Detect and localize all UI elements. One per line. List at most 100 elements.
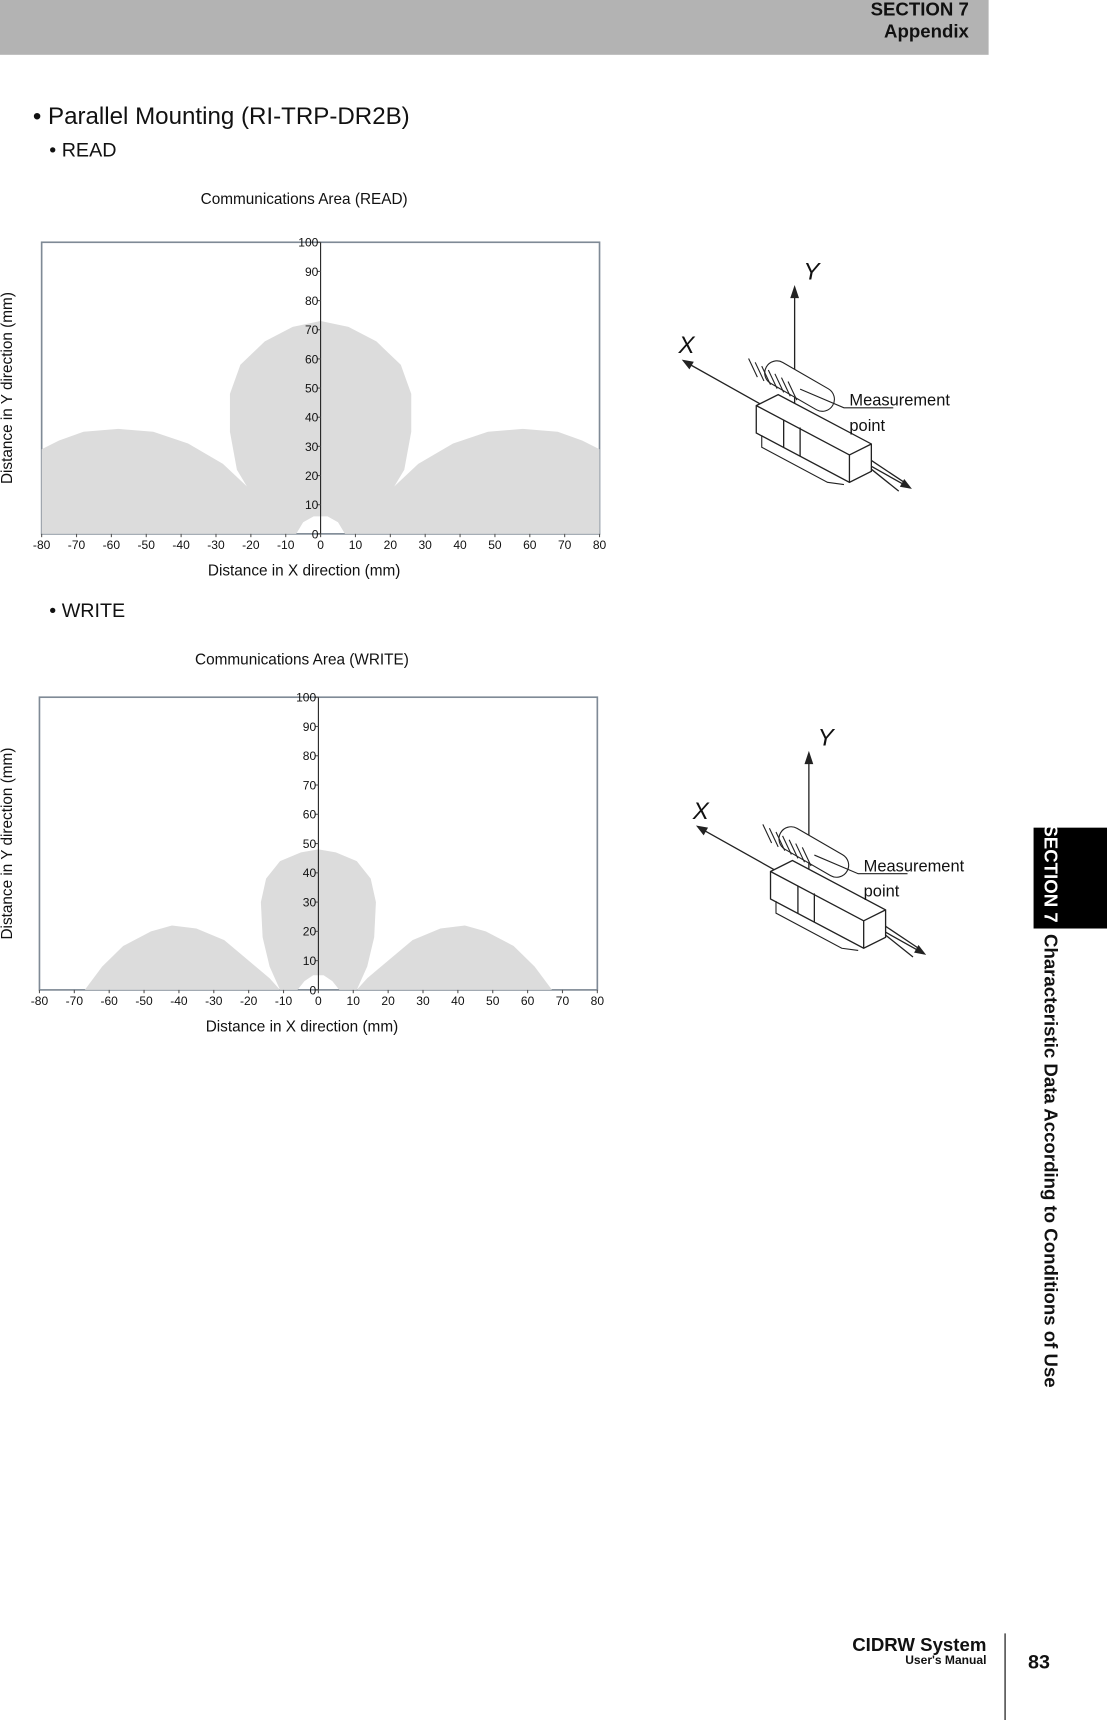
y-tick-label: 100 (298, 236, 318, 250)
y-tick-label: 20 (305, 469, 319, 483)
diagram-line (748, 358, 758, 378)
x-tick-label: 60 (521, 994, 535, 1008)
callout-leader (799, 388, 894, 409)
diagram-line (870, 459, 905, 483)
area-lobe (358, 428, 600, 534)
subheading: • READ (49, 140, 116, 162)
x-tick-label: -10 (275, 994, 293, 1008)
x-tick-label: -70 (68, 538, 86, 552)
callout-text: point (864, 883, 900, 901)
header-title: Appendix (884, 20, 969, 41)
x-tick-label: 30 (418, 538, 432, 552)
x-tick-label: -20 (242, 538, 260, 552)
x-tick-label: -80 (31, 994, 49, 1008)
heading: • Parallel Mounting (RI-TRP-DR2B) (33, 103, 410, 130)
y-tick-label: 20 (303, 925, 317, 939)
diagram-line (755, 405, 850, 456)
y-tick-label: 90 (305, 265, 319, 279)
footer-product: CIDRW System (852, 1634, 986, 1655)
footer-manual: User's Manual (905, 1653, 986, 1667)
diagram-line (787, 381, 798, 401)
header-bar (0, 0, 989, 55)
callout-text: Measurement (849, 392, 950, 410)
axis-letter: X (692, 798, 710, 825)
area-lobe (356, 925, 553, 990)
x-tick-label: 0 (315, 994, 322, 1008)
x-tick-label: 40 (451, 994, 465, 1008)
y-tick-label: 40 (305, 411, 319, 425)
y-tick-label: 80 (303, 749, 317, 763)
y-axis-label: Distance in Y direction (mm) (0, 292, 16, 484)
y-tick-label: 70 (303, 778, 317, 792)
x-tick-label: -70 (66, 994, 84, 1008)
rod (764, 360, 835, 412)
x-tick-label: -50 (135, 994, 153, 1008)
chart-title: Communications Area (WRITE) (195, 651, 409, 668)
y-tick-label: 90 (303, 720, 317, 734)
x-tick-label: 20 (381, 994, 395, 1008)
diagram-line (768, 827, 779, 848)
x-tick-label: -40 (172, 538, 190, 552)
x-tick-label: -20 (240, 994, 258, 1008)
y-tick-label: 40 (303, 866, 317, 880)
arrow-head (681, 359, 694, 370)
x-tick-label: 10 (347, 994, 361, 1008)
bracket (775, 901, 859, 951)
arrow-head (695, 825, 709, 836)
sensor-diagram: Y X Measurement point (692, 724, 965, 958)
diagram-line (767, 369, 778, 389)
arrow-head (804, 750, 814, 765)
sidebar-tab-text: SECTION 7 (1041, 824, 1062, 922)
x-tick-label: -40 (170, 994, 188, 1008)
diagram-line (885, 925, 919, 949)
diagram-line (780, 377, 791, 397)
y-tick-label: 10 (303, 954, 317, 968)
arrow-head (790, 285, 800, 299)
x-tick-label: -30 (207, 538, 225, 552)
y-tick-label: 60 (303, 808, 317, 822)
x-tick-label: 70 (556, 994, 570, 1008)
diagram-line (775, 831, 786, 851)
diagram-line (774, 373, 785, 393)
axis-letter: Y (803, 259, 821, 286)
x-axis-label: Distance in X direction (mm) (206, 1019, 398, 1036)
diagram-line (870, 468, 900, 492)
diagram-line (762, 824, 773, 844)
sidebar-tab (1033, 827, 1107, 929)
x-tick-label: 10 (349, 538, 363, 552)
y-tick-label: 0 (312, 527, 319, 541)
x-tick-label: -60 (100, 994, 118, 1008)
housing (755, 393, 873, 484)
diagram-line (885, 934, 914, 958)
page-number: 83 (1028, 1651, 1050, 1673)
y-tick-label: 30 (303, 895, 317, 909)
area-lobe (84, 925, 281, 990)
diagram-line (761, 365, 772, 386)
header-section: SECTION 7 (871, 0, 969, 19)
x-axis-label: Distance in X direction (mm) (208, 563, 400, 580)
callout-leader (814, 854, 908, 875)
x-tick-label: 50 (488, 538, 502, 552)
y-tick-label: 0 (310, 983, 317, 997)
x-tick-label: 30 (416, 994, 430, 1008)
x-tick-label: 50 (486, 994, 500, 1008)
y-tick-label: 70 (305, 323, 319, 337)
x-tick-label: 40 (453, 538, 467, 552)
rod (778, 826, 850, 878)
diagram-line (801, 847, 812, 867)
diagram-line (754, 362, 765, 382)
bracket (761, 435, 845, 486)
diagram-line (795, 843, 805, 863)
sensor-diagram: Y X Measurement point (677, 259, 950, 492)
x-tick-label: -50 (138, 538, 156, 552)
chart-title: Communications Area (READ) (201, 191, 408, 208)
y-axis-label: Distance in Y direction (mm) (0, 748, 16, 940)
callout-text: point (849, 417, 885, 435)
diagram-line (788, 839, 799, 859)
y-tick-label: 60 (305, 352, 319, 366)
axis-letter: Y (818, 724, 836, 751)
x-tick-label: -30 (205, 994, 223, 1008)
x-tick-label: 80 (591, 994, 605, 1008)
y-tick-label: 100 (296, 691, 316, 705)
